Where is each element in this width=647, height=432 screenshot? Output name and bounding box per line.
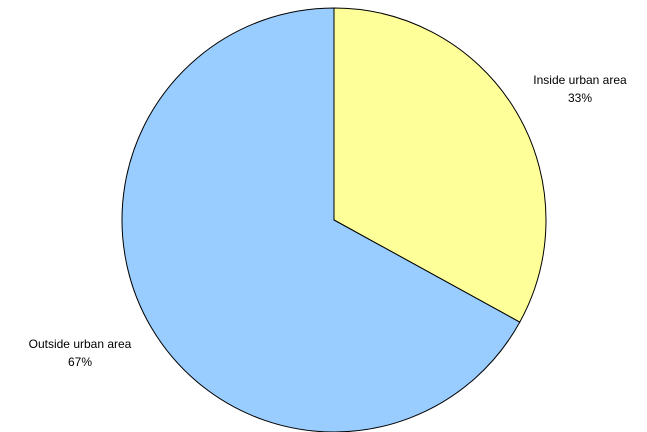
slice-label-outside-urban-area: Outside urban area [29,337,132,351]
pie-slice-outside-urban-area [121,7,521,432]
pie-slice-inside-urban-area [333,7,547,323]
pie-slices [121,7,547,432]
slice-value-outside-urban-area: 67% [68,355,92,369]
slice-value-inside-urban-area: 33% [568,91,592,105]
slice-label-inside-urban-area: Inside urban area [533,73,627,87]
